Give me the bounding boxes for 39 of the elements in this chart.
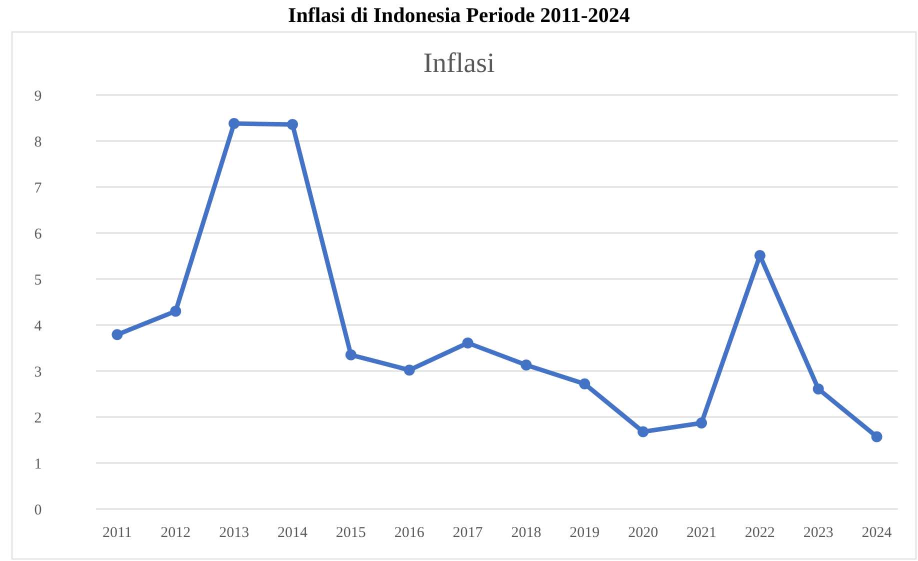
y-tick-label: 5: [34, 272, 42, 288]
point: [579, 378, 590, 390]
y-tick-label: 0: [34, 502, 42, 518]
x-tick-label: 2015: [336, 525, 366, 541]
y-tick-label: 3: [34, 364, 42, 380]
x-tick-label: 2016: [394, 525, 425, 541]
point: [812, 383, 824, 394]
y-tick-label: 2: [34, 410, 42, 426]
chart-subtitle: Inflasi: [423, 48, 495, 79]
point: [170, 306, 182, 317]
point: [520, 360, 532, 371]
x-tick-label: 2021: [686, 525, 716, 541]
y-tick-label: 4: [34, 318, 42, 334]
y-tick-label: 9: [34, 88, 42, 104]
point: [462, 337, 474, 348]
y-tick-label: 1: [34, 456, 42, 472]
x-tick-label: 2020: [628, 525, 658, 541]
point: [287, 118, 298, 130]
x-tick-label: 2024: [862, 525, 892, 541]
point: [404, 364, 415, 376]
x-tick-label: 2022: [744, 525, 775, 541]
point: [696, 417, 707, 428]
point: [871, 431, 882, 442]
x-tick-label: 2013: [219, 525, 250, 541]
x-tick-label: 2012: [160, 525, 191, 541]
y-tick-label: 8: [34, 134, 42, 150]
point: [228, 118, 240, 130]
x-tick-label: 2019: [570, 525, 600, 541]
chart-title: Inflasi di Indonesia Periode 2011-2024: [288, 3, 630, 27]
point: [112, 329, 123, 340]
x-tick-label: 2023: [803, 525, 834, 541]
y-tick-label: 6: [34, 226, 42, 242]
y-tick-label: 7: [34, 180, 42, 196]
point: [345, 349, 356, 360]
point: [638, 426, 649, 438]
x-tick-label: 2011: [102, 525, 132, 541]
x-tick-label: 2018: [511, 525, 542, 541]
x-tick-label: 2014: [278, 525, 308, 541]
x-tick-label: 2017: [452, 525, 484, 541]
